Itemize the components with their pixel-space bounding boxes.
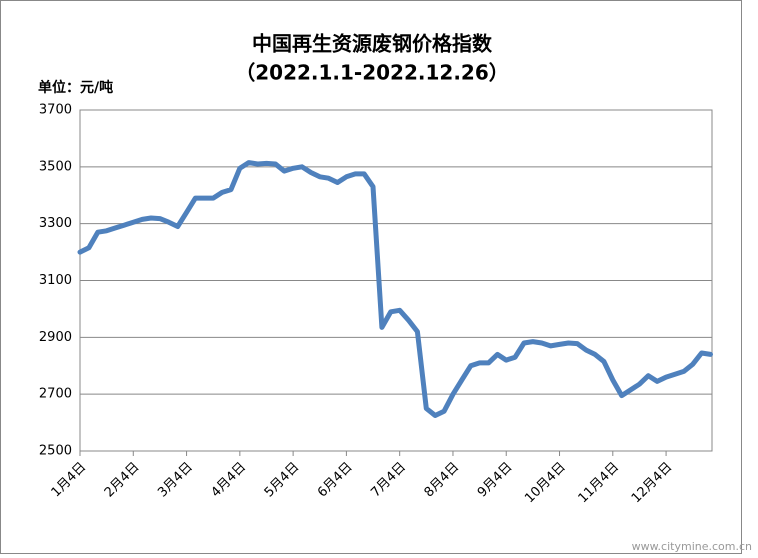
data-line bbox=[77, 160, 713, 418]
watermark: www.citymine.com.cn bbox=[632, 540, 752, 553]
y-tick-label: 3700 bbox=[39, 103, 72, 118]
chart-title: 中国再生资源废钢价格指数 bbox=[252, 32, 493, 56]
y-tick-label: 2700 bbox=[39, 387, 72, 402]
y-tick-label: 3100 bbox=[39, 273, 72, 288]
y-tick-label: 2500 bbox=[39, 444, 72, 459]
chart-subtitle: （2022.1.1-2022.12.26） bbox=[235, 61, 509, 85]
y-tick-label: 2900 bbox=[39, 330, 72, 345]
y-tick-label: 3300 bbox=[39, 216, 72, 231]
y-axis-label: 单位：元/吨 bbox=[38, 79, 113, 96]
chart-border bbox=[0, 0, 742, 554]
y-tick-label: 3500 bbox=[39, 159, 72, 174]
